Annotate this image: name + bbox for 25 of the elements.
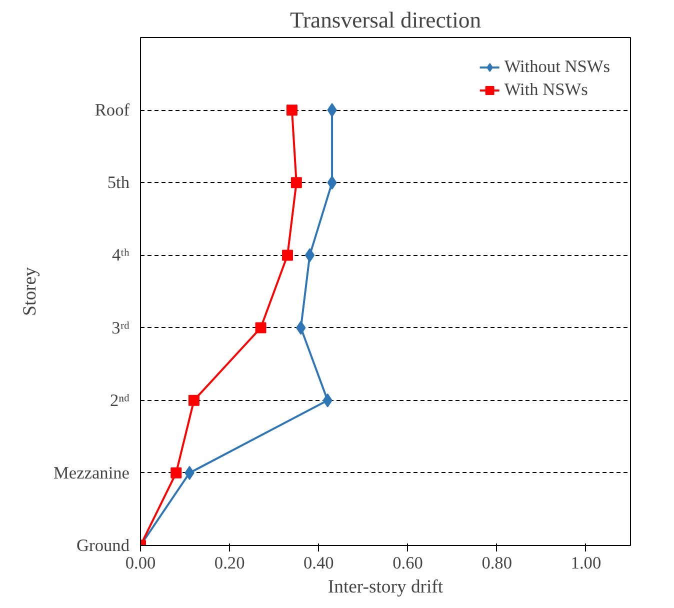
y-tick-label: Mezzanine — [53, 463, 130, 482]
x-tick-label: 0.80 — [482, 554, 512, 572]
point — [188, 394, 200, 406]
point — [282, 250, 293, 261]
legend-label: With NSWs — [504, 80, 588, 100]
y-tick-label: 2ⁿᵈ — [110, 390, 130, 410]
x-tick-label: 0.20 — [214, 554, 245, 572]
x-tick-label: 0.40 — [304, 554, 334, 572]
y-tick-label: 4ᵗʰ — [112, 246, 130, 265]
x-tick-label: 0.60 — [392, 554, 423, 572]
point — [304, 248, 315, 262]
y-tick-label: 3ʳᵈ — [112, 318, 130, 338]
y-tick-label: Roof — [94, 100, 130, 120]
x-axis-title: Inter-story drift — [328, 576, 444, 598]
point — [290, 177, 302, 188]
chart-title: Transversal direction — [290, 8, 482, 32]
y-axis-title: Storey — [19, 266, 40, 316]
x-tick-label: 1.00 — [570, 554, 602, 572]
point — [170, 467, 182, 478]
y-tick-label: 5th — [107, 173, 130, 192]
point — [286, 104, 298, 116]
x-tick-label: 0.00 — [125, 554, 156, 572]
point — [255, 322, 266, 334]
legend-label: Without NSWs — [504, 57, 610, 77]
y-tick-label: Ground — [76, 536, 130, 555]
